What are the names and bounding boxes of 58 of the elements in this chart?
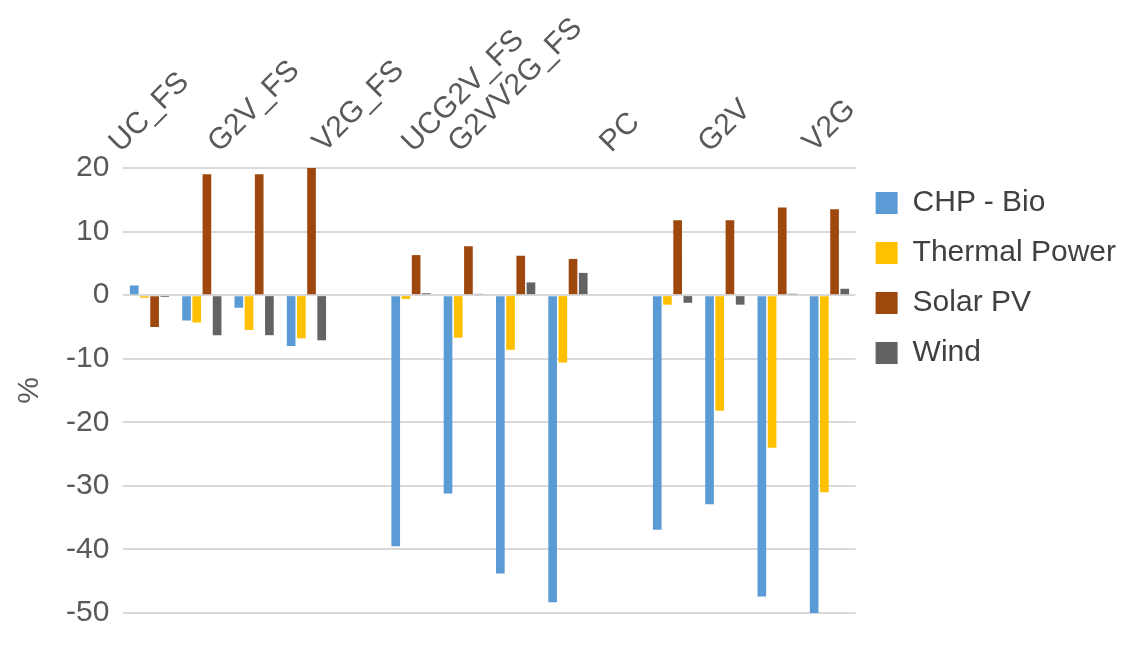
bar (443, 296, 453, 494)
bar (150, 296, 159, 327)
bar (715, 296, 725, 411)
bar (307, 168, 316, 295)
bar (578, 272, 588, 295)
bar (391, 296, 401, 547)
legend-label: CHP - Bio (912, 184, 1046, 218)
y-tick-label: 0 (92, 276, 110, 310)
bar (705, 296, 714, 505)
bar (129, 285, 139, 295)
legend-label: Thermal Power (912, 234, 1117, 268)
bar (568, 258, 578, 295)
bar (652, 296, 662, 530)
bar (202, 174, 212, 295)
y-axis-title: % (11, 377, 45, 404)
bar (683, 296, 693, 303)
bar (767, 296, 777, 448)
bar (725, 220, 735, 295)
bar (516, 255, 526, 295)
y-tick-label: 10 (75, 212, 110, 246)
bar (411, 255, 421, 295)
bar (212, 296, 222, 336)
bar (820, 296, 829, 493)
bar (265, 296, 274, 336)
bar (234, 296, 244, 308)
bar (401, 296, 411, 299)
x-tick-label: PC (592, 104, 646, 158)
bar (673, 220, 682, 295)
bar (558, 296, 568, 363)
bar (244, 296, 254, 331)
bar (296, 296, 306, 339)
y-tick-label: -50 (66, 594, 110, 628)
bar (192, 296, 202, 323)
bar (464, 246, 473, 295)
y-tick-label: -20 (66, 403, 110, 437)
bar (548, 296, 557, 603)
bar (830, 209, 839, 295)
bar (757, 296, 767, 597)
y-tick-label: -30 (66, 467, 110, 501)
bar (182, 296, 191, 321)
legend-label: Solar PV (912, 284, 1031, 318)
bar (286, 296, 296, 346)
bar (809, 296, 819, 613)
bar (840, 288, 850, 295)
legend-label: Wind (912, 334, 981, 368)
bar (663, 296, 672, 305)
x-tick-label: V2G (794, 91, 861, 158)
bar (496, 296, 505, 574)
y-tick-label: 20 (75, 149, 110, 183)
y-tick-label: -10 (66, 339, 110, 373)
bar (526, 282, 536, 295)
bar (453, 296, 463, 338)
bar (777, 207, 787, 295)
bar (317, 296, 327, 341)
y-tick-label: -40 (66, 530, 110, 564)
bar (254, 174, 264, 295)
bar (735, 296, 745, 305)
bar (506, 296, 515, 350)
